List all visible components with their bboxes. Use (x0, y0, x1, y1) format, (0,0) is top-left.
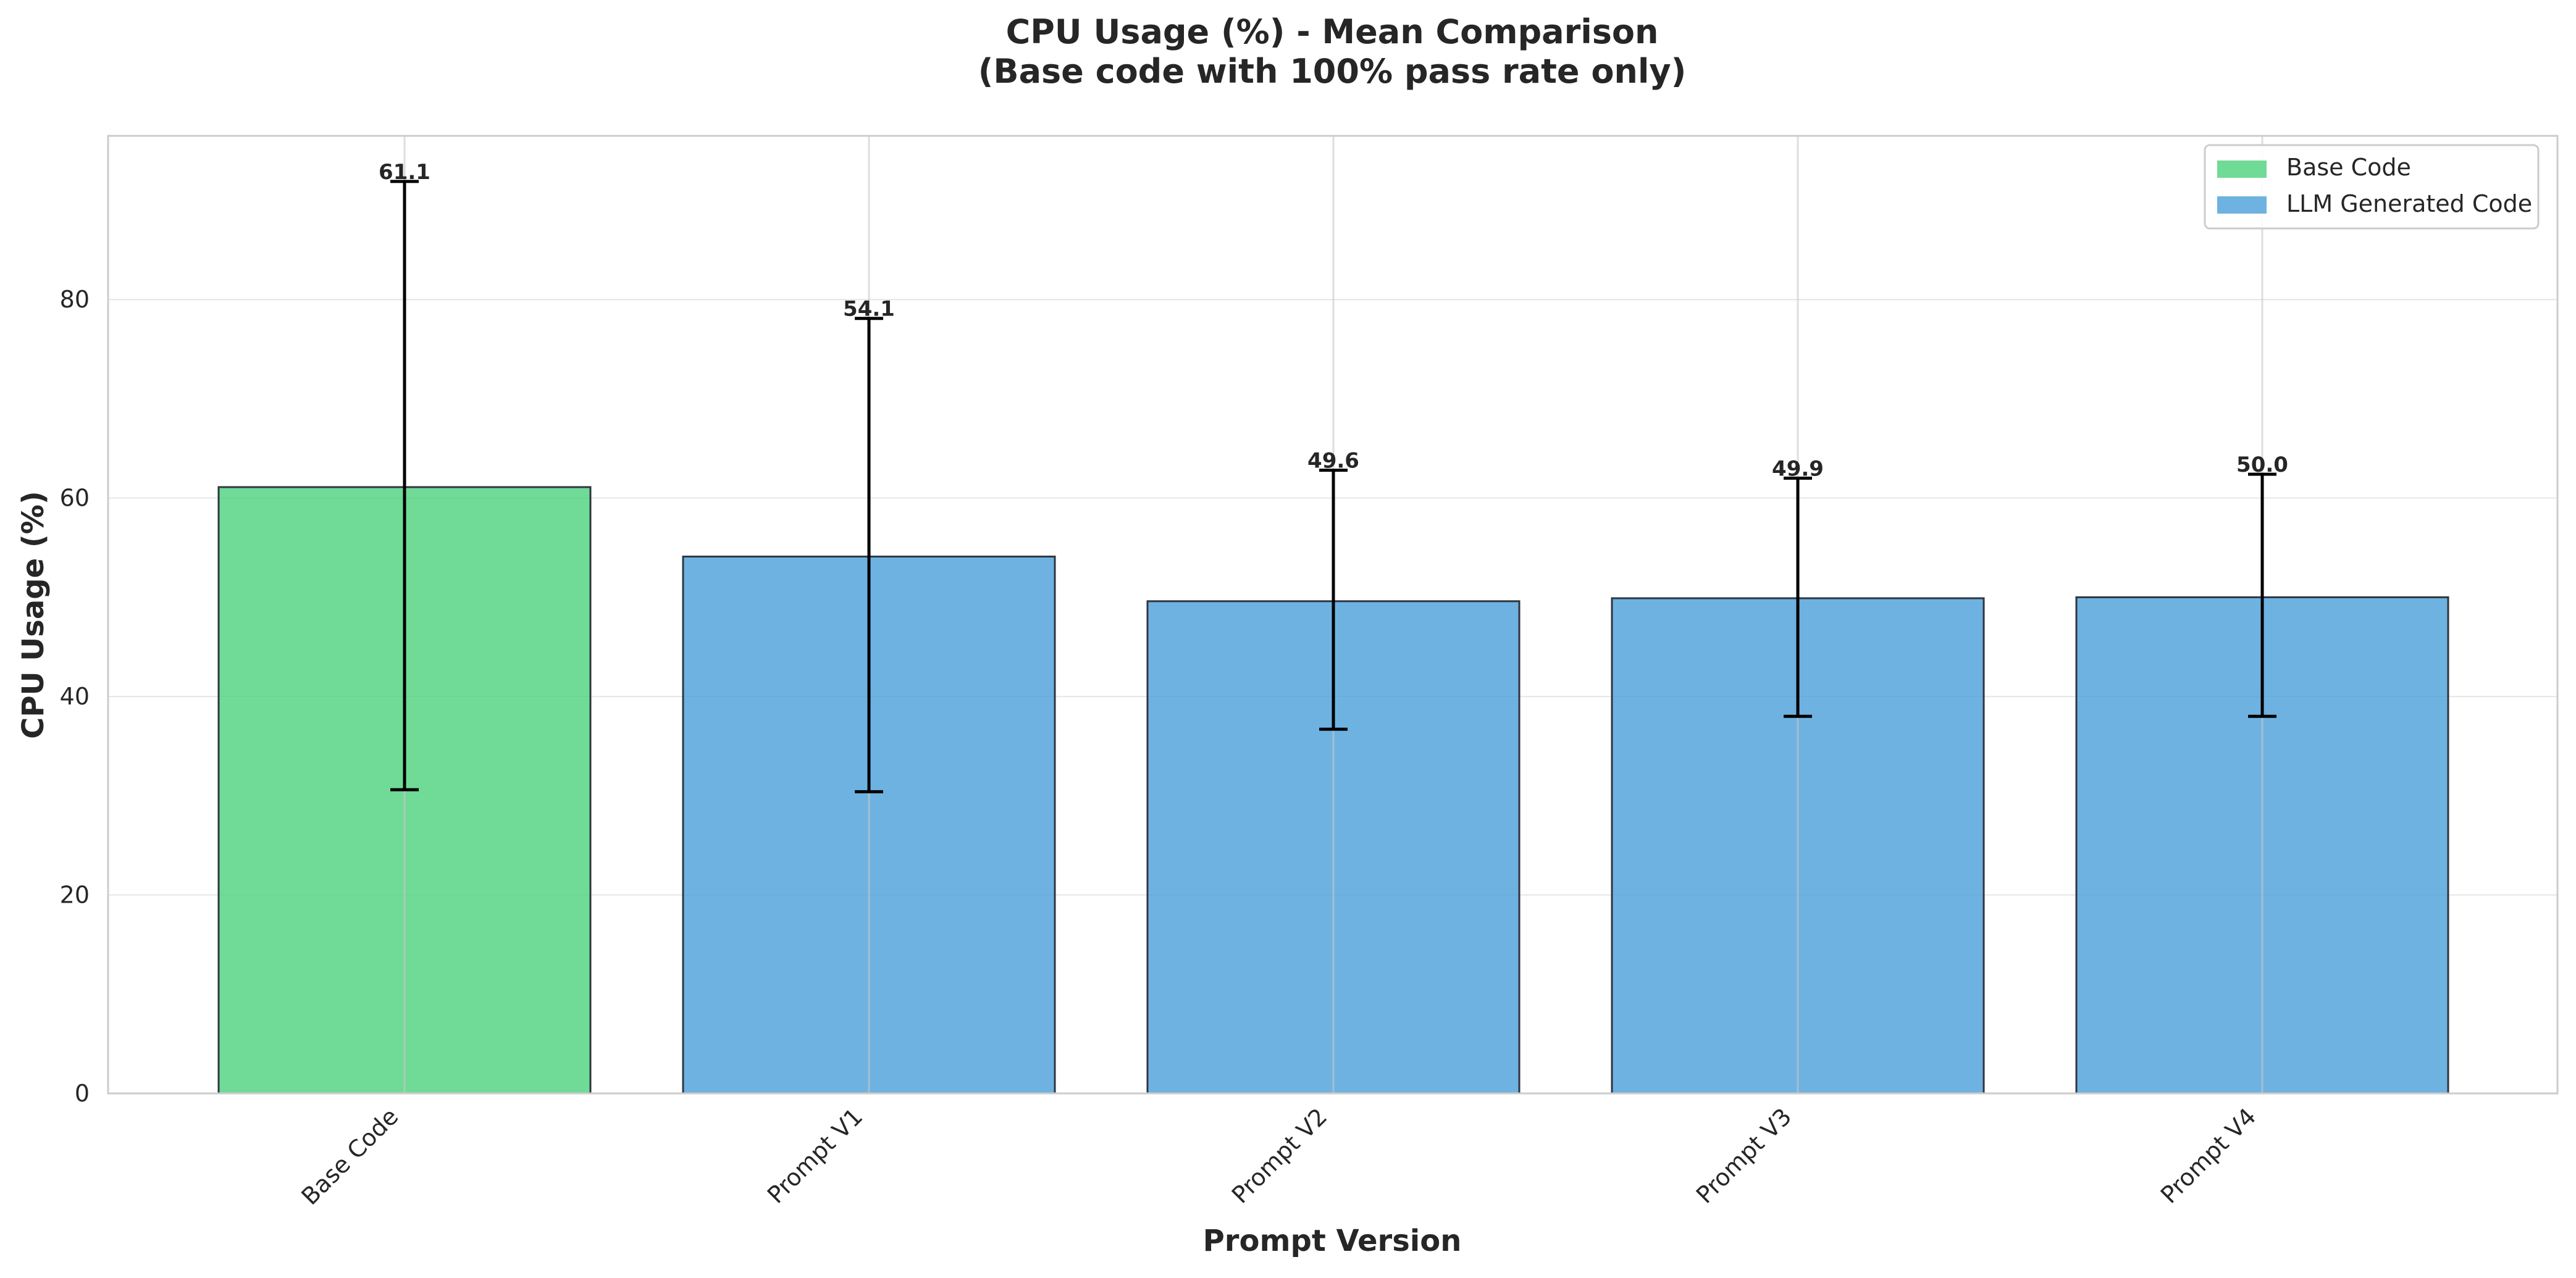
legend-label-llm-generated-code: LLM Generated Code (2286, 190, 2532, 217)
chart-title-line1: CPU Usage (%) - Mean Comparison (1006, 12, 1659, 51)
y-tick-label: 40 (60, 683, 90, 710)
x-tick-label: Base Code (296, 1103, 403, 1210)
y-tick-label: 80 (60, 286, 90, 313)
x-tick-label: Prompt V1 (762, 1103, 868, 1209)
plot-frame (107, 135, 2559, 1095)
value-labels: 61.1 54.1 49.6 49.9 50.0 (379, 160, 2288, 482)
legend-swatch-llm-generated-code (2217, 196, 2267, 214)
value-label: 54.1 (843, 297, 895, 322)
x-tick-label: Prompt V3 (1691, 1103, 1797, 1209)
error-bars (390, 180, 2276, 793)
x-tick-label: Prompt V4 (2155, 1103, 2262, 1209)
x-tick-label: Prompt V2 (1227, 1103, 1333, 1209)
y-tick-label: 0 (75, 1080, 90, 1107)
y-tick-label: 60 (60, 485, 90, 512)
y-axis-ticks: 0 20 40 60 80 (60, 286, 90, 1107)
value-label: 49.9 (1772, 457, 1824, 482)
value-label: 61.1 (379, 160, 430, 185)
x-axis-ticks: Base Code Prompt V1 Prompt V2 Prompt V3 Prom… (296, 1103, 2261, 1210)
value-label: 49.6 (1307, 449, 1359, 474)
y-axis-label: CPU Usage (%) (16, 491, 51, 739)
legend-swatch-base-code (2217, 161, 2267, 178)
value-label: 50.0 (2236, 453, 2288, 477)
legend-label-base-code: Base Code (2286, 154, 2411, 181)
chart-title-line2: (Base code with 100% pass rate only) (978, 52, 1687, 91)
y-tick-label: 20 (60, 882, 90, 909)
x-axis-label: Prompt Version (1203, 1224, 1462, 1258)
legend: Base Code LLM Generated Code (2204, 144, 2540, 230)
legend-box (2204, 144, 2540, 230)
